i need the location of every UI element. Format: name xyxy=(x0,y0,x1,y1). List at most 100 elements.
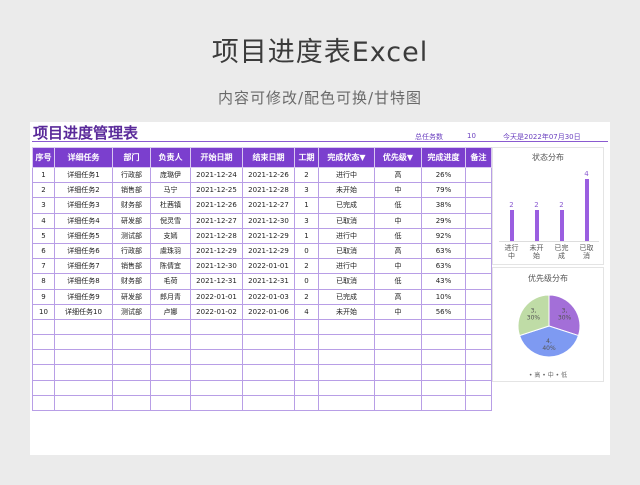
table-cell[interactable] xyxy=(465,227,492,244)
table-cell[interactable] xyxy=(465,182,492,199)
table-cell[interactable]: 已取消 xyxy=(318,212,375,229)
table-cell[interactable]: 1 xyxy=(294,227,319,244)
empty-cell[interactable] xyxy=(190,394,243,412)
empty-cell[interactable] xyxy=(32,364,55,381)
table-cell[interactable] xyxy=(465,242,492,260)
column-header[interactable]: 完成状态▼ xyxy=(318,147,375,168)
empty-cell[interactable] xyxy=(421,379,466,396)
table-cell[interactable]: 4 xyxy=(294,303,319,320)
empty-cell[interactable] xyxy=(242,334,295,351)
empty-cell[interactable] xyxy=(242,364,295,381)
empty-cell[interactable] xyxy=(421,349,466,366)
table-cell[interactable]: 2022-01-02 xyxy=(190,303,243,320)
empty-cell[interactable] xyxy=(150,364,191,381)
table-cell[interactable]: 2021-12-28 xyxy=(242,182,295,199)
table-cell[interactable] xyxy=(465,212,492,229)
column-header[interactable]: 优先级▼ xyxy=(374,147,422,168)
table-cell[interactable]: 2 xyxy=(294,166,319,184)
table-cell[interactable]: 2021-12-26 xyxy=(242,166,295,184)
table-cell[interactable]: 高 xyxy=(374,288,422,305)
table-cell[interactable]: 详细任务3 xyxy=(54,197,113,214)
table-cell[interactable] xyxy=(465,166,492,184)
empty-cell[interactable] xyxy=(32,379,55,396)
table-cell[interactable]: 低 xyxy=(374,197,422,214)
table-cell[interactable]: 详细任务9 xyxy=(54,288,113,305)
empty-cell[interactable] xyxy=(190,318,243,336)
table-cell[interactable]: 详细任务2 xyxy=(54,182,113,199)
table-cell[interactable]: 2022-01-06 xyxy=(242,303,295,320)
table-cell[interactable]: 低 xyxy=(374,273,422,290)
table-cell[interactable]: 2021-12-25 xyxy=(190,182,243,199)
table-cell[interactable]: 高 xyxy=(374,166,422,184)
empty-cell[interactable] xyxy=(54,379,113,396)
table-cell[interactable]: 2021-12-31 xyxy=(190,273,243,290)
table-cell[interactable]: 未开始 xyxy=(318,303,375,320)
table-cell[interactable]: 详细任务8 xyxy=(54,273,113,290)
table-cell[interactable]: 38% xyxy=(421,197,466,214)
empty-cell[interactable] xyxy=(465,364,492,381)
empty-cell[interactable] xyxy=(465,318,492,336)
empty-cell[interactable] xyxy=(294,334,319,351)
empty-cell[interactable] xyxy=(242,318,295,336)
table-cell[interactable]: 0 xyxy=(294,242,319,260)
empty-cell[interactable] xyxy=(150,379,191,396)
table-cell[interactable]: 2021-12-27 xyxy=(190,212,243,229)
empty-cell[interactable] xyxy=(374,364,422,381)
empty-cell[interactable] xyxy=(112,334,151,351)
table-cell[interactable]: 2021-12-31 xyxy=(242,273,295,290)
table-cell[interactable]: 8 xyxy=(32,273,55,290)
table-cell[interactable] xyxy=(465,288,492,305)
table-cell[interactable]: 26% xyxy=(421,166,466,184)
empty-cell[interactable] xyxy=(112,379,151,396)
table-cell[interactable]: 进行中 xyxy=(318,258,375,275)
table-cell[interactable]: 9 xyxy=(32,288,55,305)
empty-cell[interactable] xyxy=(190,334,243,351)
empty-cell[interactable] xyxy=(32,318,55,336)
empty-cell[interactable] xyxy=(318,394,375,412)
empty-cell[interactable] xyxy=(190,379,243,396)
table-cell[interactable]: 2021-12-24 xyxy=(190,166,243,184)
empty-cell[interactable] xyxy=(54,364,113,381)
table-cell[interactable]: 毛荷 xyxy=(150,273,191,290)
table-cell[interactable]: 行政部 xyxy=(112,166,151,184)
table-cell[interactable]: 1 xyxy=(32,166,55,184)
empty-cell[interactable] xyxy=(190,364,243,381)
empty-cell[interactable] xyxy=(150,334,191,351)
empty-cell[interactable] xyxy=(294,394,319,412)
table-cell[interactable]: 详细任务4 xyxy=(54,212,113,229)
empty-cell[interactable] xyxy=(465,334,492,351)
table-cell[interactable]: 56% xyxy=(421,303,466,320)
table-cell[interactable]: 79% xyxy=(421,182,466,199)
empty-cell[interactable] xyxy=(374,318,422,336)
empty-cell[interactable] xyxy=(465,394,492,412)
empty-cell[interactable] xyxy=(150,349,191,366)
table-cell[interactable]: 研发部 xyxy=(112,288,151,305)
table-cell[interactable]: 详细任务7 xyxy=(54,258,113,275)
empty-cell[interactable] xyxy=(112,318,151,336)
table-cell[interactable]: 63% xyxy=(421,258,466,275)
table-cell[interactable] xyxy=(465,258,492,275)
empty-cell[interactable] xyxy=(32,349,55,366)
table-cell[interactable]: 中 xyxy=(374,258,422,275)
empty-cell[interactable] xyxy=(374,394,422,412)
table-cell[interactable]: 研发部 xyxy=(112,212,151,229)
table-cell[interactable]: 已完成 xyxy=(318,197,375,214)
table-cell[interactable]: 10% xyxy=(421,288,466,305)
table-cell[interactable] xyxy=(465,197,492,214)
table-cell[interactable]: 财务部 xyxy=(112,273,151,290)
empty-cell[interactable] xyxy=(421,318,466,336)
table-cell[interactable]: 测试部 xyxy=(112,227,151,244)
empty-cell[interactable] xyxy=(32,394,55,412)
table-cell[interactable]: 低 xyxy=(374,227,422,244)
empty-cell[interactable] xyxy=(54,334,113,351)
table-cell[interactable]: 庞璐伊 xyxy=(150,166,191,184)
table-cell[interactable]: 3 xyxy=(32,197,55,214)
table-cell[interactable]: 4 xyxy=(32,212,55,229)
table-cell[interactable]: 92% xyxy=(421,227,466,244)
table-cell[interactable]: 详细任务1 xyxy=(54,166,113,184)
table-cell[interactable]: 7 xyxy=(32,258,55,275)
table-cell[interactable]: 6 xyxy=(32,242,55,260)
empty-cell[interactable] xyxy=(150,318,191,336)
empty-cell[interactable] xyxy=(465,349,492,366)
empty-cell[interactable] xyxy=(190,349,243,366)
